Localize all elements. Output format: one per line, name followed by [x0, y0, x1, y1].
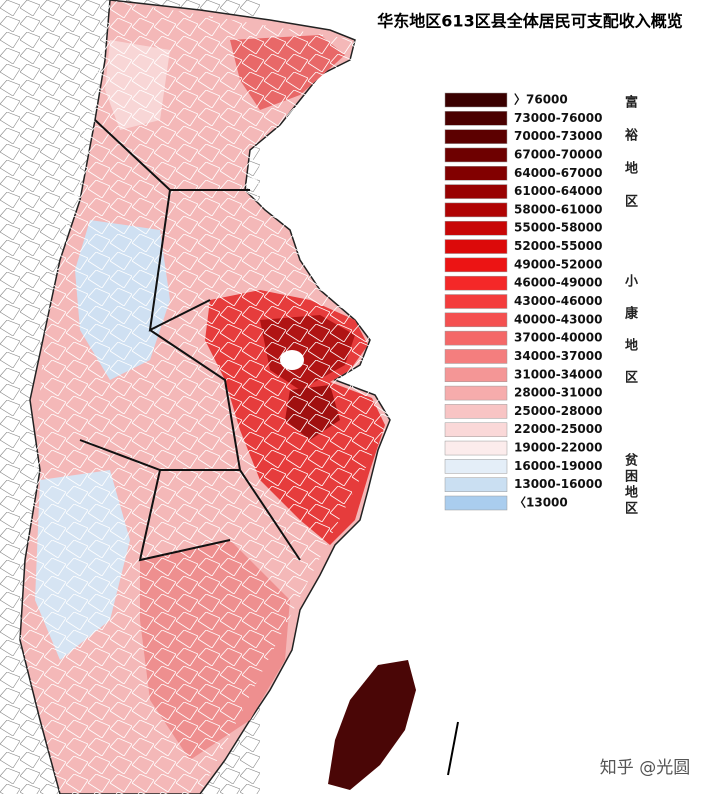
legend-label: 〈13000 — [514, 495, 568, 510]
province-border — [79, 119, 301, 562]
legend-label: 16000-19000 — [514, 459, 602, 473]
side-label: 小康地区 — [622, 274, 637, 402]
legend-label: 55000-58000 — [514, 221, 602, 235]
legend-label: 31000-34000 — [514, 367, 602, 381]
legend-swatch — [444, 129, 508, 144]
legend-label: 67000-70000 — [514, 147, 602, 161]
side-label: 富裕地区 — [622, 95, 637, 227]
legend-label: 13000-16000 — [514, 477, 602, 491]
legend-swatch — [444, 385, 508, 401]
legend-swatch — [444, 294, 508, 309]
legend-swatch — [444, 184, 508, 199]
legend-label: 58000-61000 — [514, 202, 602, 216]
taiwan — [328, 660, 416, 790]
legend-swatch — [444, 147, 508, 163]
legend-label: 70000-73000 — [514, 129, 602, 143]
legend-swatch — [444, 349, 508, 364]
county-borders — [20, 0, 390, 794]
legend-swatch — [444, 367, 508, 383]
legend-swatch — [444, 202, 508, 218]
side-label: 贫困地区 — [622, 453, 637, 517]
legend-swatch — [444, 422, 508, 437]
legend-swatch — [444, 220, 508, 236]
legend-swatch — [444, 111, 508, 126]
legend-swatch — [444, 166, 508, 181]
legend-label: 22000-25000 — [514, 422, 602, 436]
watermark: 知乎 @光圆 — [600, 758, 690, 778]
legend-swatch — [444, 477, 508, 492]
legend-swatch — [444, 257, 508, 273]
legend-swatch — [444, 495, 508, 511]
legend-swatch — [444, 92, 508, 108]
legend-label: 43000-46000 — [514, 294, 602, 308]
legend-swatch — [444, 459, 508, 474]
legend-swatch — [444, 330, 508, 346]
legend-label: 25000-28000 — [514, 404, 602, 418]
legend-swatch — [444, 312, 508, 328]
island — [447, 721, 459, 776]
legend-label: 〉76000 — [514, 92, 568, 107]
legend-label: 40000-43000 — [514, 312, 602, 326]
legend-label: 19000-22000 — [514, 441, 602, 455]
legend-label: 73000-76000 — [514, 111, 602, 125]
legend-label: 61000-64000 — [514, 184, 602, 198]
legend-label: 49000-52000 — [514, 257, 602, 271]
legend-label: 37000-40000 — [514, 331, 602, 345]
legend-label: 46000-49000 — [514, 276, 602, 290]
map-title: 华东地区613区县全体居民可支配收入概览 — [377, 12, 682, 31]
legend-swatch — [444, 404, 508, 419]
legend-label: 64000-67000 — [514, 166, 602, 180]
legend-swatch — [444, 275, 508, 291]
legend-swatch — [444, 239, 508, 254]
legend-label: 52000-55000 — [514, 239, 602, 253]
legend-label: 34000-37000 — [514, 349, 602, 363]
legend-swatch — [444, 440, 508, 456]
legend-label: 28000-31000 — [514, 386, 602, 400]
